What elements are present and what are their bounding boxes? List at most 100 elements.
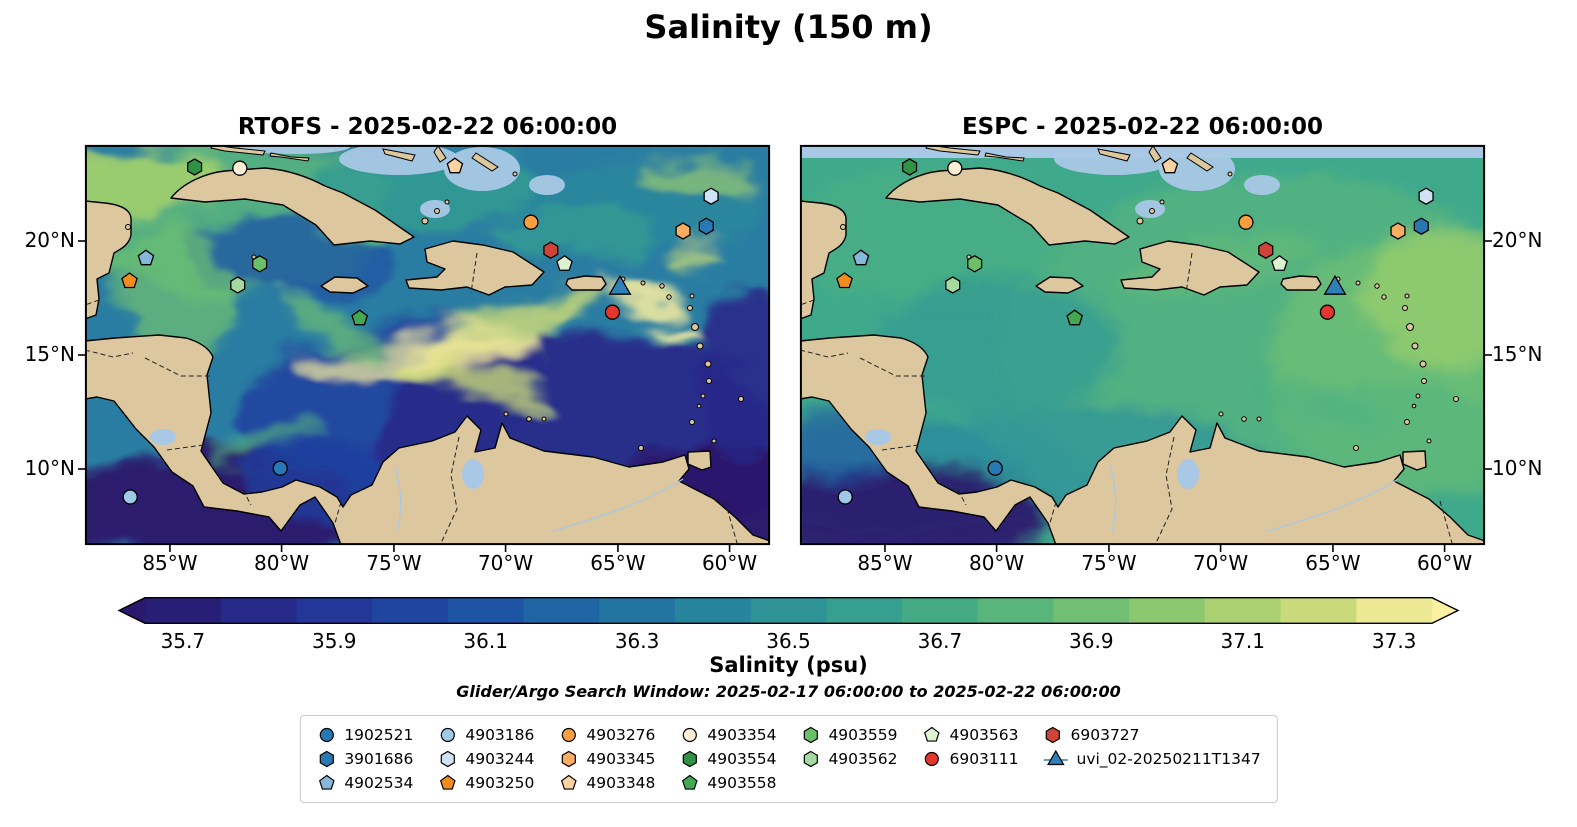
- map-marker-4903558: [351, 309, 369, 326]
- map-frame: [799, 144, 1486, 546]
- map-marker-6903111: [604, 304, 621, 320]
- colorbar-tick-labels: 35.7 35.9 36.1 36.3 36.5 36.7 36.9 37.1 37.3: [0, 629, 1577, 655]
- colorbar-outline: [117, 597, 1460, 624]
- map-marker-4903354: [232, 160, 248, 176]
- search-window-note: Glider/Argo Search Window: 2025-02-17 06…: [456, 682, 1121, 701]
- y-tick-label: 10°N: [24, 456, 75, 480]
- legend-pentagon-icon: [560, 774, 577, 790]
- legend-item-4903562: 4903562: [800, 749, 897, 769]
- legend-item-4903563: 4903563: [921, 725, 1019, 745]
- platform-markers: [836, 157, 1434, 505]
- legend-label: 4903559: [828, 726, 898, 744]
- legend-item-4903345: 4903345: [558, 749, 655, 769]
- map-marker-1902521: [987, 460, 1003, 476]
- panel-rtofs: RTOFS - 2025-02-22 06:00:00 85°W 80°W 75°W…: [25, 114, 771, 593]
- colorbar-tick-label: 35.9: [311, 629, 357, 653]
- legend-label: 6903111: [949, 750, 1019, 768]
- shallow-banks: [240, 145, 565, 218]
- legend-hexagon-icon: [803, 726, 818, 744]
- y-tick-label: 10°N: [1492, 456, 1543, 480]
- legend-item-6903727: 6903727: [1043, 725, 1261, 745]
- map-marker-6903111: [1319, 304, 1336, 320]
- map-marker-4903186: [837, 489, 853, 505]
- colorbar-label: Salinity (psu): [709, 653, 868, 677]
- legend-item-3901686: 3901686: [316, 749, 413, 769]
- legend-item-4903244: 4903244: [437, 749, 534, 769]
- legend-label: 4903345: [586, 750, 656, 768]
- espc-map: [799, 144, 1492, 552]
- map-marker-4903244: [703, 187, 719, 205]
- y-tick-label: 15°N: [24, 342, 75, 366]
- panel-espc: ESPC - 2025-02-22 06:00:00 85°W 80°W 75°W 7…: [799, 114, 1542, 593]
- legend-label: 4903244: [465, 750, 535, 768]
- legend-item-4903354: 4903354: [679, 725, 776, 745]
- salinity-field: [800, 165, 1485, 545]
- map-marker-4903563: [1271, 254, 1288, 271]
- map-marker-4902534: [137, 249, 155, 266]
- map-marker-4903558: [1066, 309, 1084, 326]
- colorbar-tick-label: 37.3: [1371, 629, 1417, 653]
- legend-label: 4902534: [344, 774, 414, 792]
- colorbar-tick-label: 36.5: [766, 629, 811, 653]
- x-tick-label: 85°W: [142, 551, 198, 575]
- legend-item-4903186: 4903186: [437, 725, 534, 745]
- map-marker-4902534: [852, 249, 870, 266]
- legend-label: uvi_02-20250211T1347: [1076, 750, 1261, 768]
- legend-item-4903558: 4903558: [679, 773, 776, 793]
- map-marker-6903727: [543, 241, 559, 259]
- platform-markers: [121, 157, 719, 505]
- legend-label: 3901686: [344, 750, 414, 768]
- map-marker-4903276: [1238, 214, 1254, 230]
- espc-map-layers: [800, 145, 1485, 545]
- land-layer: [85, 145, 770, 545]
- legend-item-4902534: 4902534: [316, 773, 413, 793]
- map-marker-4903559: [252, 255, 268, 273]
- map-marker-4903345: [1390, 222, 1406, 240]
- legend-circle-icon: [682, 727, 697, 743]
- y-tick-label: 20°N: [24, 228, 75, 252]
- legend-label: 4903348: [586, 774, 656, 792]
- map-marker-4903554: [187, 158, 203, 176]
- legend-label: 4903554: [707, 750, 777, 768]
- legend-hexagon-icon: [440, 750, 455, 768]
- colorbar: [117, 597, 1460, 624]
- x-tick-label: 70°W: [1192, 551, 1249, 575]
- map-marker-4903554: [902, 158, 918, 176]
- legend-item-6903111: 6903111: [921, 749, 1019, 769]
- legend-label: 4903562: [828, 750, 898, 768]
- legend-pentagon-icon: [439, 774, 456, 790]
- legend-hexagon-icon: [803, 750, 818, 768]
- x-tick-label: 65°W: [590, 551, 646, 575]
- colorbar-tick-label: 37.1: [1220, 629, 1265, 653]
- x-tick-label: 85°W: [857, 551, 913, 575]
- rtofs-map: [78, 144, 771, 552]
- legend-label: 6903727: [1070, 726, 1140, 744]
- figure-title: Salinity (150 m): [644, 8, 933, 46]
- legend-column: 6903727 uvi_02-20250211T1347: [1043, 725, 1261, 769]
- map-marker-1902521: [272, 460, 288, 476]
- colorbar-tick-label: 36.1: [463, 629, 508, 653]
- map-marker-3901686: [1413, 217, 1429, 235]
- legend-label: 4903186: [465, 726, 535, 744]
- map-marker-4903559: [967, 255, 983, 273]
- map-marker-4903276: [523, 214, 539, 230]
- legend-pentagon-icon: [681, 774, 698, 790]
- legend-label: 4903250: [465, 774, 535, 792]
- map-marker-4903562: [230, 276, 246, 294]
- legend-column: 4903563 6903111: [921, 725, 1019, 769]
- legend-hexagon-icon: [1045, 726, 1060, 744]
- legend-item-4903554: 4903554: [679, 749, 776, 769]
- legend-circle-icon: [561, 727, 576, 743]
- y-tick-label: 20°N: [1492, 228, 1543, 252]
- legend-hexagon-icon: [561, 750, 576, 768]
- legend-box: 1902521 3901686 4902534 4903186 4903244 49032…: [299, 715, 1278, 803]
- map-frame: [84, 144, 771, 546]
- legend-triangle-icon: [1043, 749, 1068, 766]
- legend-circle-icon: [319, 727, 334, 743]
- legend-label: 4903558: [707, 774, 777, 792]
- land-layer: [800, 145, 1485, 545]
- map-marker-uvi_02-20250211T1347: [1323, 274, 1347, 295]
- colorbar-right-extend: [1432, 597, 1459, 624]
- map-marker-4903186: [122, 489, 138, 505]
- map-marker-4903562: [945, 276, 961, 294]
